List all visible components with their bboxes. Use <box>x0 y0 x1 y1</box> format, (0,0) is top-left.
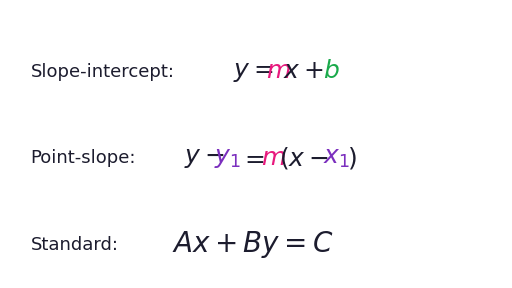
Text: $y - $: $y - $ <box>184 147 225 170</box>
Text: Point-slope:: Point-slope: <box>31 149 136 167</box>
Text: $= $: $= $ <box>240 147 265 170</box>
Text: $x_1$: $x_1$ <box>323 147 350 170</box>
Text: $y = $: $y = $ <box>233 60 273 84</box>
Text: $(x - $: $(x - $ <box>279 145 329 171</box>
Text: $)$: $)$ <box>347 145 357 171</box>
Text: $m$: $m$ <box>266 60 291 84</box>
Text: $m$: $m$ <box>261 147 286 170</box>
Text: Standard:: Standard: <box>31 236 119 254</box>
Text: $x + $: $x + $ <box>283 60 324 84</box>
Text: $y_1$: $y_1$ <box>214 147 241 170</box>
Text: $Ax + By = C$: $Ax + By = C$ <box>172 229 333 260</box>
Text: $b$: $b$ <box>323 60 339 84</box>
Text: Slope-intercept:: Slope-intercept: <box>31 63 175 81</box>
